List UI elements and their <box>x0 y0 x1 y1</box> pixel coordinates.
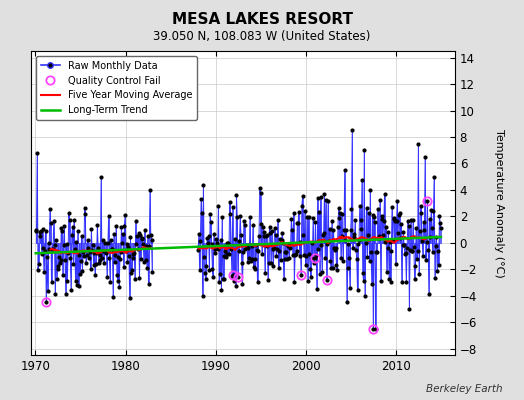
Y-axis label: Temperature Anomaly (°C): Temperature Anomaly (°C) <box>494 129 504 278</box>
Text: Berkeley Earth: Berkeley Earth <box>427 384 503 394</box>
Legend: Raw Monthly Data, Quality Control Fail, Five Year Moving Average, Long-Term Tren: Raw Monthly Data, Quality Control Fail, … <box>36 56 197 120</box>
Text: 39.050 N, 108.083 W (United States): 39.050 N, 108.083 W (United States) <box>154 30 370 43</box>
Text: MESA LAKES RESORT: MESA LAKES RESORT <box>171 12 353 27</box>
